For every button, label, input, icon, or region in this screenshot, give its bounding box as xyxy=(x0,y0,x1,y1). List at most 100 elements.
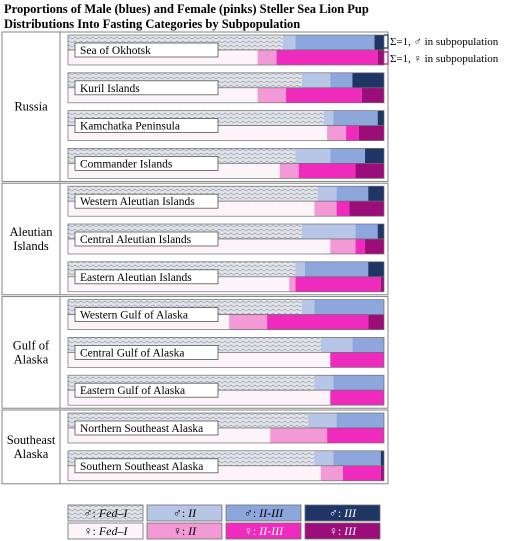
legend-symbol: ♂: xyxy=(244,506,259,520)
subpopulation-row: Commander Islands xyxy=(67,148,385,179)
subpopulation-row: Kamchatka Peninsula xyxy=(67,110,385,141)
female-bar-segment-II-III xyxy=(336,201,350,217)
male-bar-segment-II-III xyxy=(305,261,369,277)
female-bar-segment-II xyxy=(320,465,343,481)
region-group: Southeast Alaska xyxy=(1,409,389,485)
legend-swatch xyxy=(225,522,302,540)
bars-layer: Sea of Okhotsk Kuril Islands Kamchatka Pen… xyxy=(67,34,385,482)
male-bar-segment-III xyxy=(374,35,384,50)
region-label-line: Russia xyxy=(14,100,48,114)
male-bar-segment-II xyxy=(323,110,334,126)
female-bar-outline xyxy=(67,465,385,482)
female-bar-segment-II-III xyxy=(298,163,356,179)
female-bar-segment-II-III xyxy=(286,87,362,103)
subpopulation-label: Sea of Okhotsk xyxy=(80,45,151,57)
subpopulation-label: Northern Southeast Alaska xyxy=(80,423,203,435)
female-sum-annotation: Σ=1, ♀ in subpopulation xyxy=(390,53,499,65)
legend-entry: ♀: II-III xyxy=(225,522,302,540)
subpopulation-label-box xyxy=(74,382,219,398)
legend-symbol: ♀: xyxy=(173,524,188,538)
subpopulation-row: Western Gulf of Alaska xyxy=(67,299,385,330)
subpopulation-label: Eastern Aleutian Islands xyxy=(80,272,192,284)
female-bar-segment-II-III xyxy=(267,314,369,330)
female-bar-outline xyxy=(67,389,385,406)
legend-swatch xyxy=(67,522,144,540)
subpopulation-label: Kuril Islands xyxy=(80,83,140,95)
legend-label: ♂: II-III xyxy=(244,506,284,520)
region-label-line: Alaska xyxy=(14,447,49,461)
subpopulation-label-box xyxy=(74,193,219,209)
male-bar-segment-III xyxy=(352,72,384,88)
male-bar-segment-II-III xyxy=(336,413,384,428)
legend-symbol: ♂: xyxy=(84,506,99,520)
chart-title-line-1: Proportions of Male (blues) and Female (… xyxy=(4,2,369,16)
legend-category: III xyxy=(343,506,357,520)
legend: ♂: Fed–I ♂: II ♂: II-III ♂: III♀: Fed–I ♀: I… xyxy=(67,504,381,540)
region-outline xyxy=(1,409,389,485)
female-bar-segment-III xyxy=(377,50,384,65)
female-bar-outline xyxy=(67,314,385,330)
female-bar-segment-II xyxy=(270,428,328,443)
male-bar-segment-II-III xyxy=(355,224,378,239)
male-bar-segment-II-III xyxy=(314,299,384,315)
region-outline xyxy=(1,296,389,409)
legend-symbol: ♂: xyxy=(173,506,188,520)
subpopulation-label-box xyxy=(74,42,219,58)
legend-symbol: ♂: xyxy=(329,506,344,520)
male-bar-segment-II xyxy=(295,261,305,277)
male-bar-segment-II xyxy=(314,450,334,466)
legend-label: ♀: III xyxy=(329,524,357,538)
legend-category: Fed–I xyxy=(98,524,129,538)
female-bar-segment-III xyxy=(349,201,384,217)
female-bar-segment-III xyxy=(355,163,384,179)
female-bar-segment-II-III xyxy=(330,352,384,368)
male-bar-segment-II-III xyxy=(336,186,369,202)
male-bar-segment-II xyxy=(301,224,356,239)
subpopulation-row: Sea of Okhotsk xyxy=(67,34,385,66)
male-bar-segment-II-III xyxy=(333,450,381,466)
legend-label: ♂: III xyxy=(329,506,357,520)
subpopulation-label-box xyxy=(74,344,219,360)
male-bar-segment-II-III xyxy=(333,110,378,126)
female-bar-segment-II-III xyxy=(295,276,381,292)
subpopulation-label-box xyxy=(74,307,219,323)
male-bar-segment-II xyxy=(295,148,331,164)
legend-category: III xyxy=(343,524,357,538)
male-sum-annotation: Σ=1, ♂ in subpopulation xyxy=(390,36,499,48)
subpopulation-label: Central Gulf of Alaska xyxy=(80,347,184,359)
subpopulation-label: Western Aleutian Islands xyxy=(80,196,195,208)
legend-swatch xyxy=(225,504,302,522)
legend-swatch xyxy=(146,504,223,522)
subpopulation-label-box xyxy=(74,458,219,474)
annotations-layer: Σ=1, ♂ in subpopulation Σ=1, ♀ in subpop… xyxy=(384,34,499,65)
male-bar-segment-II xyxy=(301,299,315,315)
legend-label: ♂: Fed–I xyxy=(84,506,129,520)
subpopulation-row: Northern Southeast Alaska xyxy=(67,412,385,444)
region-label: Southeast Alaska xyxy=(7,433,56,461)
region-label: Russia xyxy=(14,100,48,114)
region-group: Gulf of Alaska xyxy=(1,296,389,409)
legend-entry: ♂: II xyxy=(146,504,223,522)
male-bar-segment-II xyxy=(282,35,296,50)
female-bar-outline xyxy=(67,276,385,293)
male-bar-segment-III xyxy=(365,148,384,164)
subpopulation-row: Eastern Gulf of Alaska xyxy=(67,374,385,406)
region-group: Russia xyxy=(1,31,389,182)
female-bar-segment-II-III xyxy=(346,125,359,141)
legend-label: ♀: II-III xyxy=(244,524,284,538)
subpopulation-row: Eastern Aleutian Islands xyxy=(67,261,385,293)
female-bar-segment-II xyxy=(327,125,347,141)
legend-entry: ♀: III xyxy=(304,522,381,540)
legend-entry: ♂: III xyxy=(304,504,381,522)
subpopulation-label: Western Gulf of Alaska xyxy=(80,310,188,322)
subpopulation-label: Commander Islands xyxy=(80,158,173,170)
female-bar-outline xyxy=(67,200,385,217)
subpopulation-row: Southern Southeast Alaska xyxy=(67,450,385,482)
legend-swatch xyxy=(304,504,381,522)
legend-entry: ♂: II-III xyxy=(225,504,302,522)
male-bar-segment-II-III xyxy=(330,72,353,88)
female-sum-bracket xyxy=(384,51,389,65)
female-bar-segment-II xyxy=(330,239,356,254)
